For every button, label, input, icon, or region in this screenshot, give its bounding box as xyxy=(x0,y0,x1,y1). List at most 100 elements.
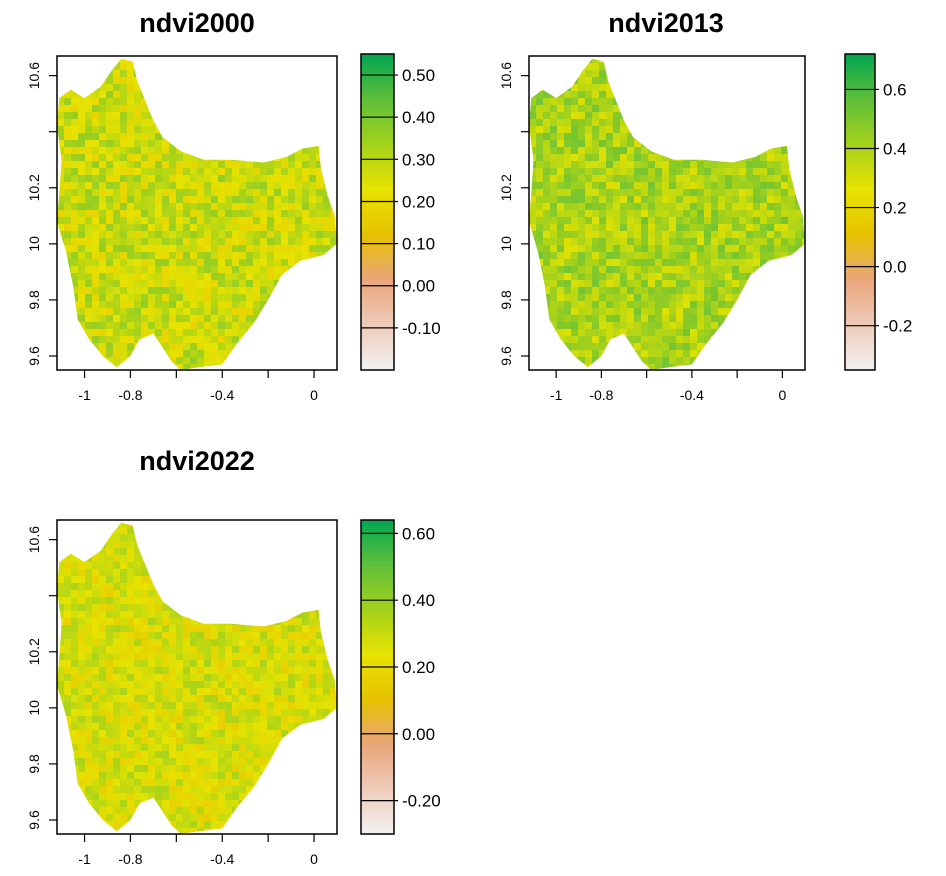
x-tick-label: -0.4 xyxy=(680,387,704,403)
legend-swatch xyxy=(845,280,875,287)
legend-swatch xyxy=(845,190,875,197)
legend-swatch xyxy=(361,101,394,108)
legend-swatch xyxy=(361,745,394,751)
legend-swatch xyxy=(361,598,394,605)
map-title: ndvi2013 xyxy=(608,8,724,38)
legend-swatch xyxy=(845,217,875,224)
legend-swatch xyxy=(845,143,875,150)
legend-swatch xyxy=(361,608,394,615)
legend-swatch xyxy=(845,75,875,81)
legend-swatch xyxy=(361,227,394,234)
legend-swatch xyxy=(361,85,394,92)
legend-swatch xyxy=(361,535,394,542)
y-tick-label: 9.8 xyxy=(498,290,514,310)
legend-swatch xyxy=(361,196,394,203)
y-tick-label: 10.6 xyxy=(26,62,42,89)
legend-swatch xyxy=(361,807,394,814)
legend-tick-label: 0.00 xyxy=(402,277,435,296)
legend-swatch xyxy=(361,781,394,788)
legend-tick-label: 0.0 xyxy=(883,258,907,277)
x-tick-label: -0.4 xyxy=(210,851,234,867)
legend-swatch xyxy=(361,217,394,224)
y-tick-label: 10.2 xyxy=(498,174,514,201)
legend-swatch xyxy=(361,248,394,255)
y-tick-label: 10 xyxy=(26,236,42,252)
legend-swatch xyxy=(361,117,394,124)
legend-swatch xyxy=(361,127,394,134)
legend-tick-label: -0.2 xyxy=(883,317,912,336)
legend-swatch xyxy=(361,333,394,339)
legend-swatch xyxy=(361,164,394,171)
legend-swatch xyxy=(361,546,394,552)
map-frame xyxy=(56,519,338,835)
legend-swatch xyxy=(361,729,394,736)
legend-swatch xyxy=(845,85,875,92)
legend-swatch xyxy=(845,301,875,308)
legend-tick-label: 0.00 xyxy=(402,725,435,744)
legend-swatch xyxy=(845,206,875,213)
legend-swatch xyxy=(845,364,875,371)
legend-swatch xyxy=(361,619,394,626)
x-tick-label: -0.8 xyxy=(589,387,613,403)
legend-swatch xyxy=(361,624,394,631)
legend-swatch xyxy=(361,640,394,647)
legend-swatch xyxy=(845,243,875,250)
legend-swatch xyxy=(361,59,394,66)
y-tick-label: 10.2 xyxy=(26,638,42,665)
map-plot: -1 -0.8 -0.4 0 9.6 9.8 10 10.2 10.6 0.6 0.4 0.2 0.0 -… xyxy=(498,53,912,403)
x-tick-label: 0 xyxy=(310,387,318,403)
legend-swatch xyxy=(361,106,394,113)
legend-swatch xyxy=(361,760,394,767)
legend-swatch xyxy=(361,96,394,102)
legend-swatch xyxy=(361,650,394,657)
legend-swatch xyxy=(361,138,394,145)
legend-swatch xyxy=(361,666,394,673)
legend-swatch xyxy=(845,254,875,260)
legend-swatch xyxy=(361,206,394,213)
legend-swatch xyxy=(361,724,394,730)
legend-swatch xyxy=(361,593,394,600)
legend-swatch xyxy=(361,190,394,197)
legend-swatch xyxy=(361,359,394,366)
legend-swatch xyxy=(845,275,875,282)
legend-swatch xyxy=(361,734,394,741)
legend-swatch xyxy=(361,818,394,825)
legend-swatch xyxy=(361,259,394,266)
legend-tick-label: -0.10 xyxy=(402,319,441,338)
legend-swatch xyxy=(361,802,394,809)
legend-swatch xyxy=(361,520,394,526)
map-title: ndvi2000 xyxy=(139,8,255,38)
legend-swatch xyxy=(361,348,394,355)
map-frame xyxy=(56,55,338,371)
legend-swatch xyxy=(845,169,875,176)
legend-swatch xyxy=(361,551,394,558)
legend-swatch xyxy=(361,327,394,334)
y-tick-label: 10.2 xyxy=(26,174,42,201)
legend-swatch xyxy=(361,291,394,297)
y-tick-label: 9.6 xyxy=(498,346,514,366)
legend-swatch xyxy=(845,248,875,255)
y-tick-label: 9.8 xyxy=(26,290,42,310)
legend-swatch xyxy=(845,164,875,171)
legend-swatch xyxy=(361,264,394,271)
legend-swatch xyxy=(361,233,394,239)
legend-swatch xyxy=(361,671,394,678)
legend-swatch xyxy=(845,269,875,276)
x-tick-label: -1 xyxy=(78,851,91,867)
legend-swatch xyxy=(845,90,875,97)
legend-swatch xyxy=(845,196,875,203)
legend-swatch xyxy=(361,713,394,720)
legend-swatch xyxy=(361,243,394,250)
legend-swatch xyxy=(845,54,875,60)
y-tick-label: 10 xyxy=(498,236,514,252)
legend-swatch xyxy=(845,212,875,218)
map-title: ndvi2022 xyxy=(139,446,255,476)
legend-swatch xyxy=(361,739,394,746)
legend-swatch xyxy=(361,54,394,60)
legend-swatch xyxy=(361,750,394,757)
legend-swatch xyxy=(361,771,394,778)
legend-swatch xyxy=(845,80,875,87)
legend-swatch xyxy=(361,525,394,532)
legend-swatch xyxy=(845,122,875,129)
legend-swatch xyxy=(361,222,394,229)
